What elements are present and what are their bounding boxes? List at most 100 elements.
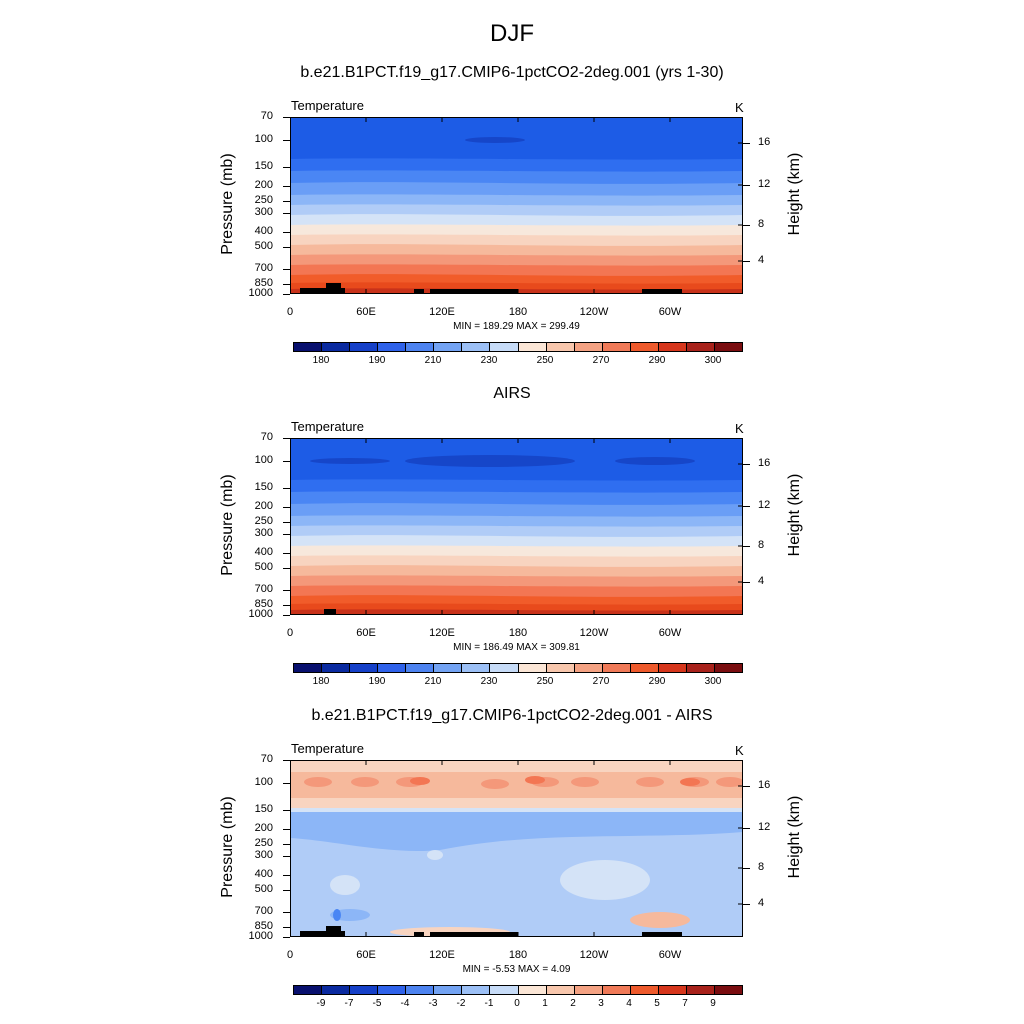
- x-tick-label: 120W: [579, 949, 609, 961]
- right-tick-label: 16: [758, 779, 771, 791]
- y-tick-label: 850: [254, 598, 273, 610]
- colorbar-label: -2: [456, 998, 466, 1009]
- contour-core: [615, 457, 695, 465]
- colorbar-swatch: [602, 986, 631, 994]
- colorbar-swatch: [462, 986, 491, 994]
- colorbar-swatch: [546, 664, 575, 672]
- contour-core: [716, 777, 743, 787]
- colorbar-label: -4: [400, 998, 410, 1009]
- colorbar-swatch: [686, 664, 715, 672]
- contour-band: [290, 170, 743, 184]
- contour-core: [571, 777, 599, 787]
- y-tick: [283, 213, 290, 214]
- colorbar-swatch: [602, 664, 631, 672]
- y-tick: [283, 269, 290, 270]
- colorbar-swatch: [378, 986, 407, 994]
- y-tick: [283, 534, 290, 535]
- topography: [642, 932, 682, 937]
- colorbar-label: 180: [312, 676, 330, 687]
- colorbar-label: 290: [648, 355, 666, 366]
- y-tick-label: 500: [254, 883, 273, 895]
- figure-title: DJF: [490, 20, 534, 47]
- colorbar-swatch: [518, 343, 547, 351]
- y-tick-label: 250: [254, 194, 273, 206]
- variable-name: Temperature: [291, 419, 364, 434]
- topography: [430, 289, 518, 294]
- y-tick: [283, 615, 290, 616]
- x-tick-label: 60W: [658, 949, 682, 961]
- contour-core: [481, 779, 509, 789]
- y-tick-label: 850: [254, 277, 273, 289]
- contour-core: [636, 777, 664, 787]
- y-tick-label: 250: [254, 837, 273, 849]
- colorbar-swatch: [294, 664, 323, 672]
- colorbar-label: 250: [536, 676, 554, 687]
- contour-core: [525, 776, 545, 784]
- contour-core: [630, 912, 690, 928]
- contour-band: [290, 595, 743, 605]
- right-tick-mark: [743, 786, 750, 787]
- right-tick-label: 8: [758, 218, 765, 230]
- y-tick-label: 700: [254, 905, 273, 917]
- units-label: K: [735, 421, 744, 436]
- contour-core: [410, 777, 430, 785]
- contour-band: [290, 503, 743, 517]
- colorbar-label: 3: [598, 998, 604, 1009]
- contour-core: [405, 455, 575, 467]
- y-tick-label: 300: [254, 527, 273, 539]
- colorbar-swatch: [350, 986, 379, 994]
- y-axis-title: Pressure (mb): [219, 796, 236, 898]
- contour-band: [290, 545, 743, 557]
- colorbar: [293, 985, 743, 995]
- right-tick-mark: [743, 225, 750, 226]
- topography: [642, 289, 682, 294]
- colorbar-label: 2: [570, 998, 576, 1009]
- y-tick: [283, 488, 290, 489]
- contour-band: [290, 603, 743, 611]
- colorbar-label: 270: [592, 676, 610, 687]
- colorbar-swatch: [714, 986, 742, 994]
- contour-band: [290, 282, 743, 290]
- contour-band: [290, 812, 743, 852]
- colorbar-swatch: [658, 986, 687, 994]
- right-tick-label: 12: [758, 178, 771, 190]
- y-tick: [283, 605, 290, 606]
- x-tick-label: 0: [286, 306, 294, 318]
- y-axis-title: Pressure (mb): [219, 153, 236, 255]
- panel-title: b.e21.B1PCT.f19_g17.CMIP6-1pctCO2-2deg.0…: [300, 64, 724, 81]
- y-tick: [283, 507, 290, 508]
- contour-core: [351, 777, 379, 787]
- colorbar-swatch: [350, 343, 379, 351]
- y-tick: [283, 590, 290, 591]
- colorbar-swatch: [630, 343, 659, 351]
- x-tick-label: 180: [508, 949, 528, 961]
- right-tick-mark: [743, 464, 750, 465]
- colorbar-swatch: [518, 986, 547, 994]
- contour-band: [290, 535, 743, 547]
- colorbar: [293, 342, 743, 352]
- y-tick-label: 400: [254, 868, 273, 880]
- contour-band: [290, 525, 743, 537]
- y-tick: [283, 568, 290, 569]
- y-axis-title: Pressure (mb): [219, 474, 236, 576]
- colorbar-swatch: [546, 343, 575, 351]
- topography: [300, 931, 345, 937]
- right-tick-mark: [743, 868, 750, 869]
- topography: [300, 288, 345, 294]
- y-tick-label: 250: [254, 515, 273, 527]
- contour-band: [290, 609, 743, 615]
- min-max-label: MIN = 186.49 MAX = 309.81: [453, 642, 580, 653]
- right-tick-mark: [743, 143, 750, 144]
- contour-core: [310, 458, 390, 464]
- right-tick-mark: [743, 828, 750, 829]
- y-tick-label: 70: [260, 753, 273, 765]
- colorbar-swatch: [294, 343, 323, 351]
- colorbar-swatch: [658, 343, 687, 351]
- panel-title: AIRS: [493, 385, 531, 402]
- min-max-label: MIN = 189.29 MAX = 299.49: [453, 321, 580, 332]
- contour-core: [333, 909, 341, 921]
- y-tick: [283, 810, 290, 811]
- right-tick-label: 4: [758, 575, 765, 587]
- y-tick: [283, 232, 290, 233]
- right-tick-label: 12: [758, 821, 771, 833]
